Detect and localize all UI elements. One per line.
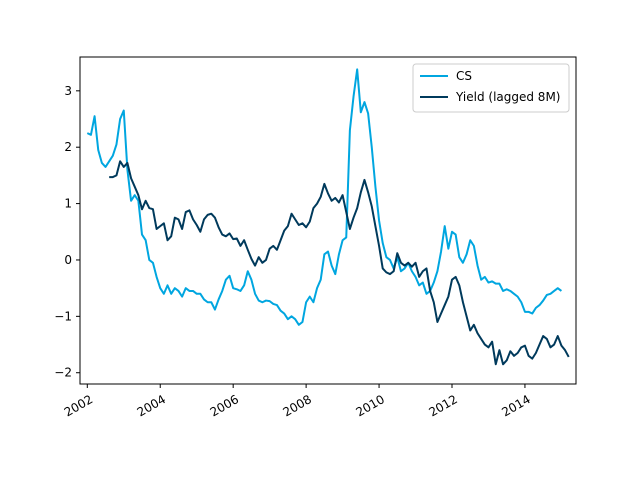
y-tick-label-1: −1 bbox=[54, 309, 72, 323]
series-line-0 bbox=[86, 68, 563, 326]
y-tick-label-5: 3 bbox=[64, 84, 72, 98]
series-layer bbox=[86, 68, 570, 366]
legend-box bbox=[412, 63, 570, 113]
y-tick-label-4: 2 bbox=[64, 140, 72, 154]
x-tick-label-2006: 2006 bbox=[208, 392, 241, 419]
y-tick-label-3: 1 bbox=[64, 197, 72, 211]
y-axis: −2 −1 0 1 2 3 bbox=[54, 84, 80, 380]
legend-label-yield: Yield (lagged 8M) bbox=[455, 90, 560, 104]
plot-frame bbox=[79, 56, 577, 385]
series-line-1 bbox=[109, 160, 570, 366]
y-tick-label-2: 0 bbox=[64, 253, 72, 267]
x-tick-label-2004: 2004 bbox=[135, 392, 168, 419]
x-tick-label-2014: 2014 bbox=[499, 392, 532, 419]
x-tick-label-2002: 2002 bbox=[62, 392, 95, 419]
x-tick-label-2008: 2008 bbox=[281, 392, 314, 419]
x-axis: 2002 2004 2006 2008 2010 2012 2014 bbox=[62, 384, 533, 419]
legend-label-cs: CS bbox=[456, 69, 472, 83]
x-tick-label-2012: 2012 bbox=[426, 392, 459, 419]
x-tick-label-2010: 2010 bbox=[354, 392, 387, 419]
legend: CS Yield (lagged 8M) bbox=[412, 63, 570, 113]
y-tick-label-0: −2 bbox=[54, 366, 72, 380]
